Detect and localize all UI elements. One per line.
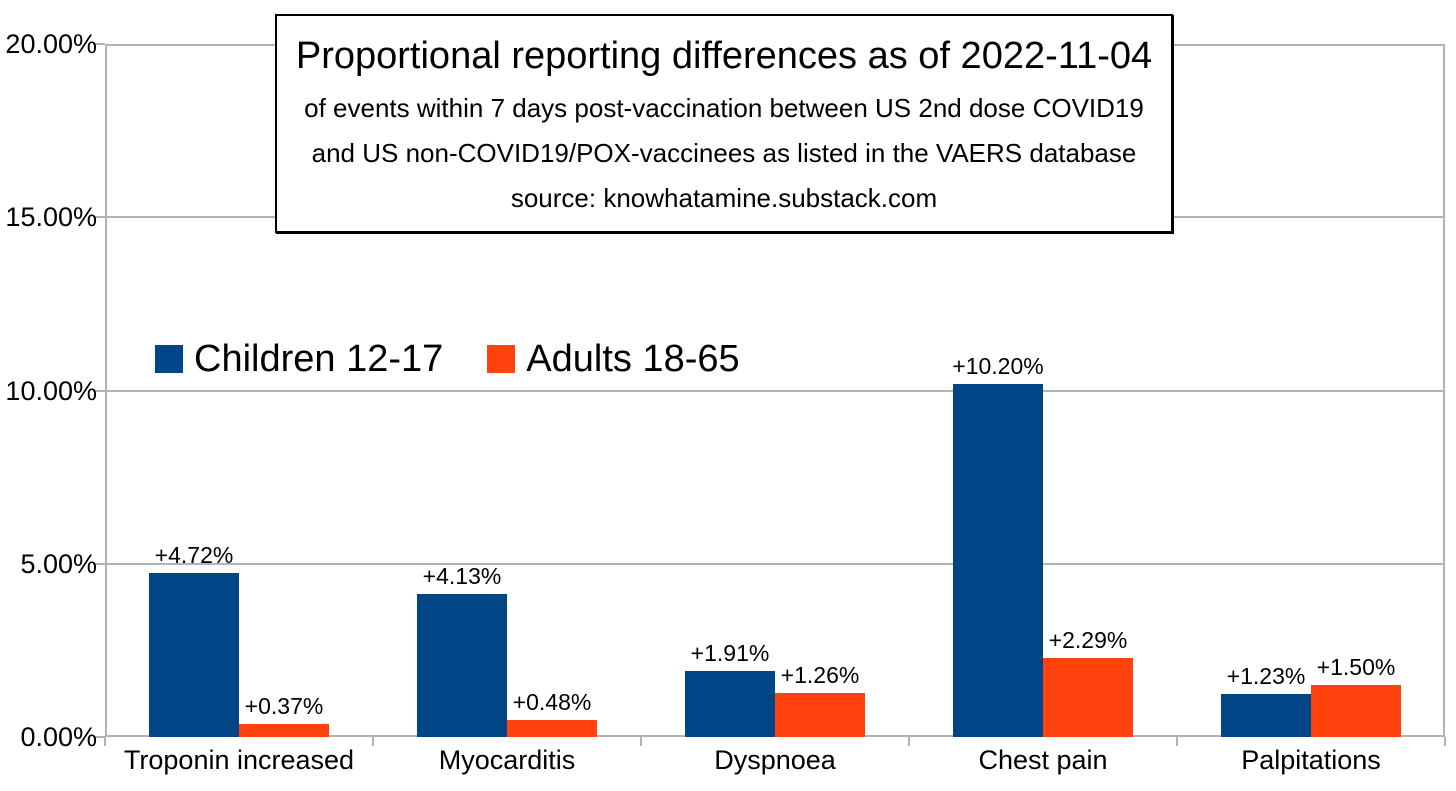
category-label: Troponin increased <box>123 745 355 775</box>
category-label: Palpitations <box>1241 745 1381 775</box>
bar-adults <box>507 720 597 737</box>
x-axis-tick <box>372 737 374 746</box>
y-axis-label: 10.00% <box>5 375 97 406</box>
y-axis-tick <box>93 736 105 738</box>
x-axis-tick <box>104 737 106 746</box>
legend-label: Children 12-17 <box>194 338 444 380</box>
x-axis-tick <box>1176 737 1178 746</box>
y-axis-tick <box>93 216 105 219</box>
bar-value-label: +4.72% <box>154 542 234 569</box>
legend-item: Adults 18-65 <box>487 338 740 380</box>
bar-value-label: +2.29% <box>1048 626 1128 653</box>
subtitle-line-1: of events within 7 days post-vaccination… <box>304 93 1144 123</box>
category-label: Dyspnoea <box>714 745 836 775</box>
bar-adults <box>775 693 865 737</box>
legend-swatch <box>487 345 516 373</box>
category-label: Myocarditis <box>438 745 576 775</box>
bar-value-label: +1.50% <box>1316 654 1396 681</box>
legend: Children 12-17 Adults 18-65 <box>155 340 740 378</box>
x-axis-tick <box>908 737 910 746</box>
y-axis-tick <box>93 562 105 565</box>
bar-value-label: +1.91% <box>690 639 770 666</box>
bar-value-label: +1.23% <box>1226 663 1306 690</box>
y-axis-tick <box>93 389 105 392</box>
bar-value-label: +1.26% <box>780 662 860 689</box>
y-axis-tick <box>93 43 105 45</box>
bar-children <box>149 573 239 737</box>
y-axis-label: 20.00% <box>5 29 97 59</box>
bar-value-label: +0.48% <box>512 689 592 716</box>
bar-adults <box>1043 657 1133 737</box>
bar-value-label: +0.37% <box>244 693 324 720</box>
bar-value-label: +10.20% <box>952 352 1044 379</box>
bar-adults <box>1311 685 1401 737</box>
gridline <box>105 389 1445 392</box>
gridline <box>105 562 1445 565</box>
category-label: Chest pain <box>978 745 1108 775</box>
legend-label: Adults 18-65 <box>526 338 740 380</box>
x-axis-tick <box>640 737 642 746</box>
source-line: source: knowhatamine.substack.com <box>510 183 938 213</box>
bar-adults <box>239 724 329 737</box>
title-box: Proportional reporting differences as of… <box>275 14 1173 233</box>
bar-value-label: +4.13% <box>422 562 502 589</box>
y-axis-label: 5.00% <box>20 548 97 579</box>
bar-children <box>953 383 1043 737</box>
bar-children <box>1221 694 1311 737</box>
x-axis-tick <box>1444 737 1446 746</box>
bar-children <box>685 670 775 737</box>
chart-title: Proportional reporting differences as of… <box>295 35 1153 77</box>
y-axis-label: 15.00% <box>5 202 97 233</box>
legend-swatch <box>155 345 183 373</box>
y-axis-label: 0.00% <box>20 722 97 752</box>
subtitle-line-2: and US non-COVID19/POX-vaccinees as list… <box>311 138 1137 168</box>
bar-children <box>417 593 507 737</box>
legend-item: Children 12-17 <box>155 340 443 378</box>
